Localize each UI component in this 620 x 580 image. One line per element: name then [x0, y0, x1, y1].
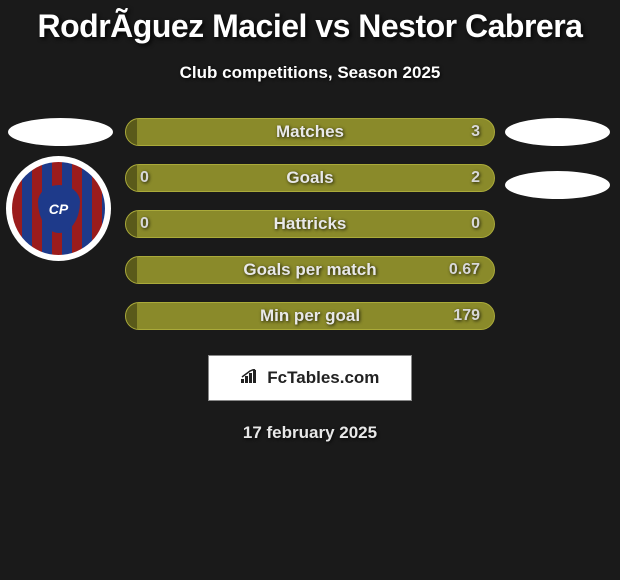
stat-matches-label: Matches	[276, 122, 344, 142]
date-text: 17 february 2025	[0, 423, 620, 443]
stat-bar-matches: Matches 3	[125, 118, 495, 146]
badges-right-column	[505, 118, 610, 199]
page-subtitle: Club competitions, Season 2025	[0, 63, 620, 83]
stat-hattricks-right: 0	[471, 215, 480, 233]
stat-bar-hattricks: 0 Hattricks 0	[125, 210, 495, 238]
player2-badge-placeholder-2	[505, 171, 610, 199]
stat-mpg-label: Min per goal	[260, 306, 360, 326]
footer: FcTables.com 17 february 2025	[0, 355, 620, 443]
club-shield-icon: CP	[38, 185, 80, 233]
stat-goals-right: 2	[471, 169, 480, 187]
stat-goals-left: 0	[140, 169, 149, 187]
badges-left-column: CP	[8, 118, 113, 261]
stat-mpg-right: 179	[453, 307, 480, 325]
stat-hattricks-left: 0	[140, 215, 149, 233]
branding-box: FcTables.com	[208, 355, 413, 401]
stat-bar-goalspermatch: Goals per match 0.67	[125, 256, 495, 284]
player1-badge-placeholder	[8, 118, 113, 146]
stat-bar-goals: 0 Goals 2	[125, 164, 495, 192]
stat-bar-minpergoal: Min per goal 179	[125, 302, 495, 330]
content-area: CP Matches 3 0 Goals 2 0 Hattricks 0 Goa…	[0, 118, 620, 443]
stat-gpm-label: Goals per match	[243, 260, 376, 280]
stat-matches-right: 3	[471, 123, 480, 141]
stats-bars-container: Matches 3 0 Goals 2 0 Hattricks 0 Goals …	[125, 118, 495, 330]
stat-hattricks-label: Hattricks	[274, 214, 347, 234]
stat-gpm-right: 0.67	[449, 261, 480, 279]
stat-goals-label: Goals	[286, 168, 333, 188]
player2-badge-placeholder-1	[505, 118, 610, 146]
branding-text: FcTables.com	[267, 368, 379, 387]
chart-icon	[241, 368, 259, 388]
club-badge-stripes: CP	[12, 162, 105, 255]
club-badge: CP	[6, 156, 111, 261]
page-title: RodrÃ­guez Maciel vs Nestor Cabrera	[0, 8, 620, 45]
